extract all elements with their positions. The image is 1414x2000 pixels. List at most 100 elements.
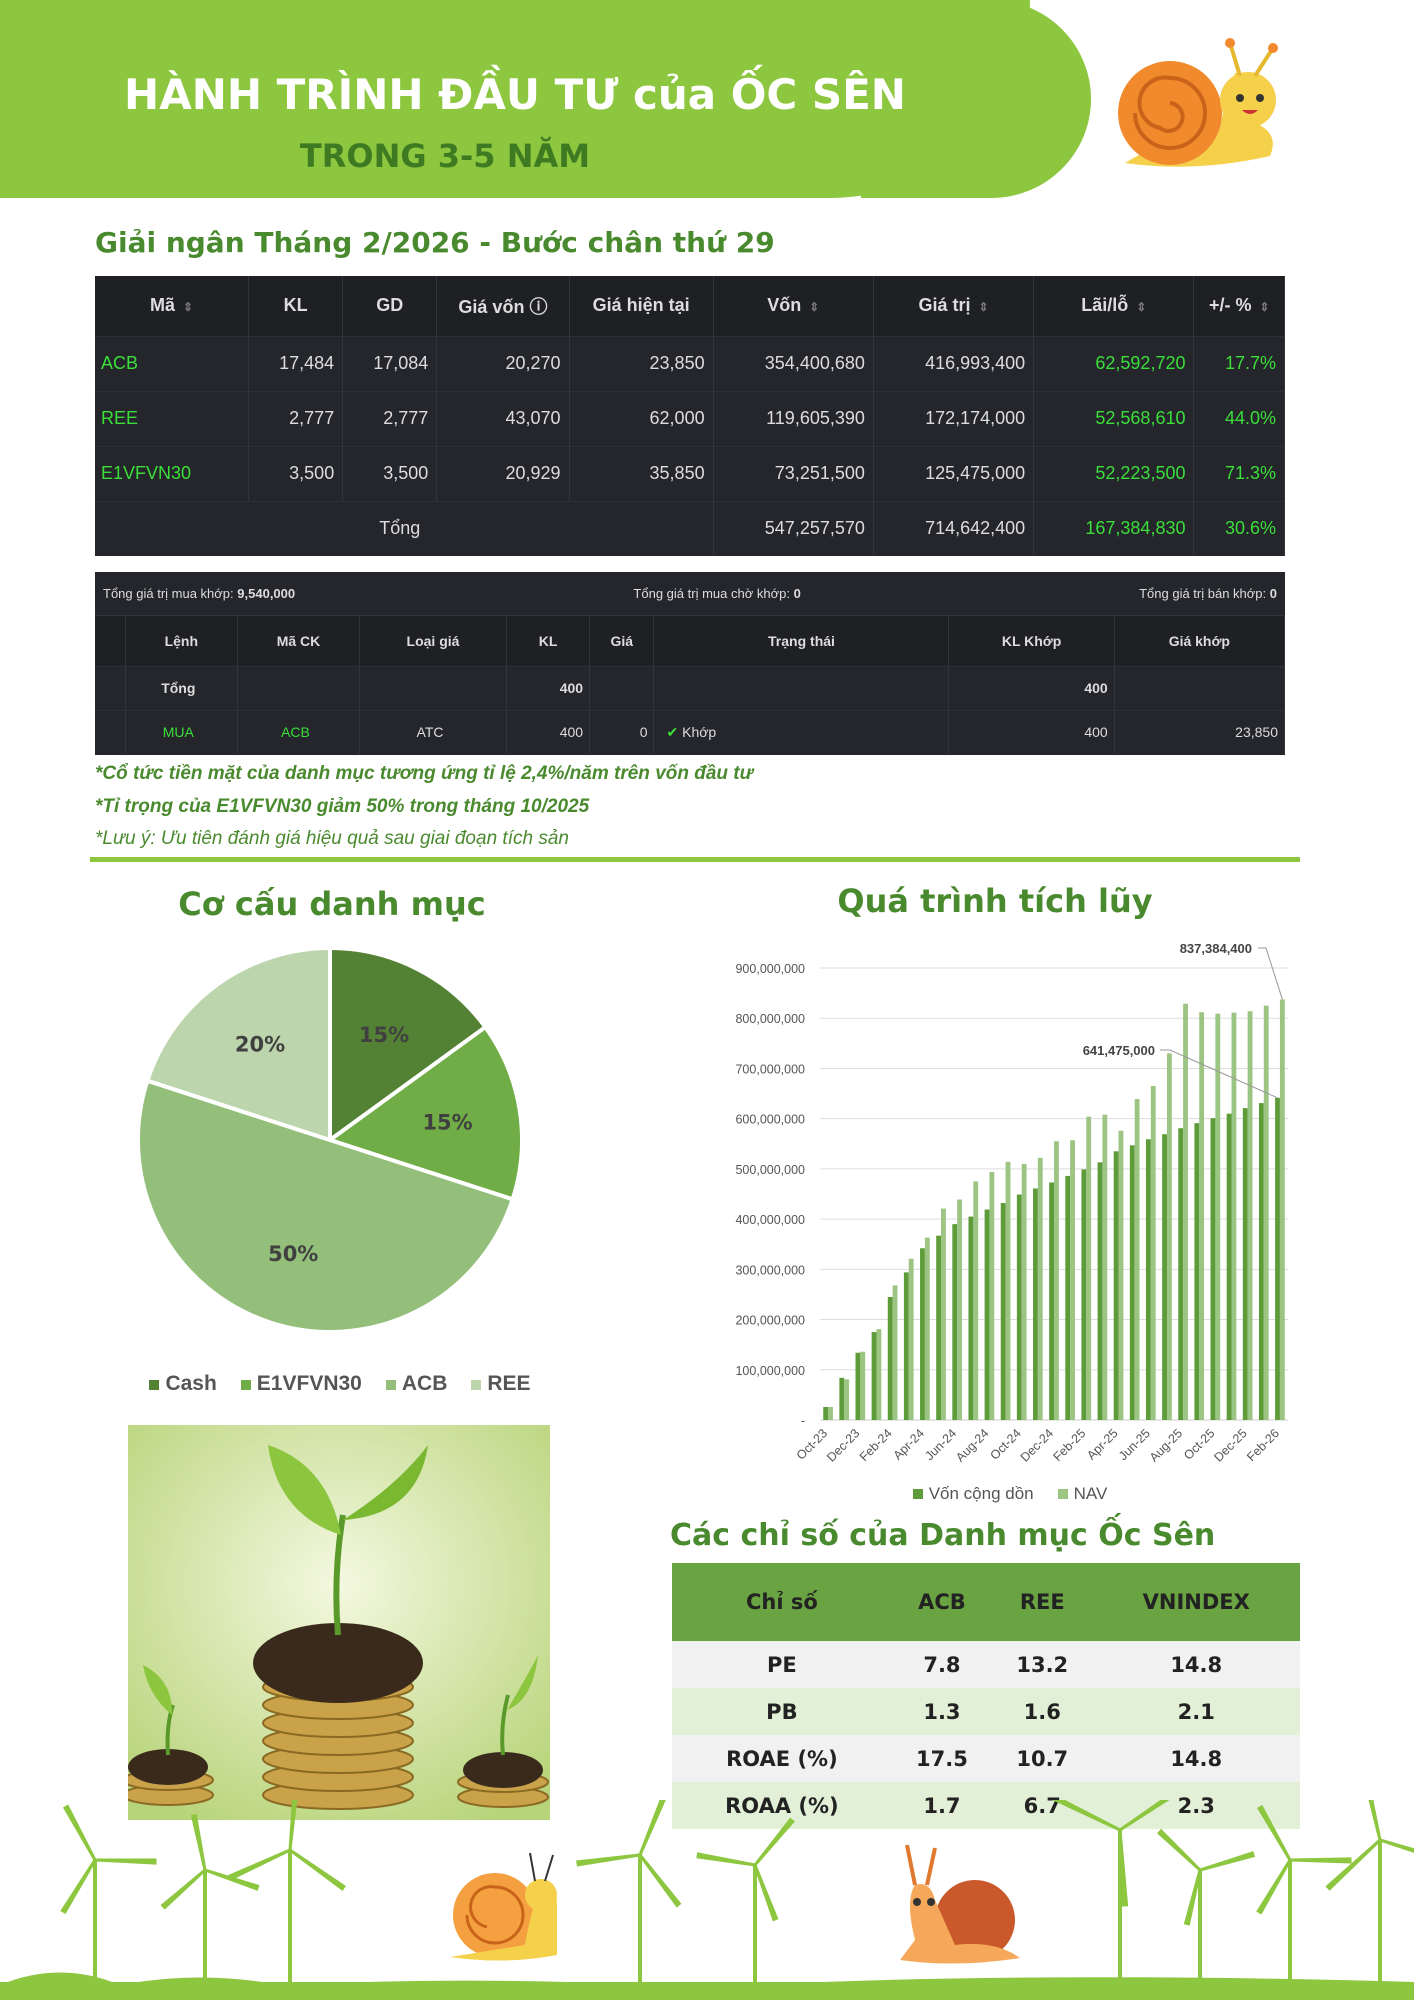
- windmill-blade: [576, 1853, 641, 1867]
- nav-bar-Jul-25: [1166, 1053, 1172, 1420]
- snail-mascot-icon: [1118, 38, 1278, 167]
- col-lai-lo[interactable]: Lãi/lỗ ⇕: [1033, 276, 1195, 336]
- cell: REE: [95, 390, 250, 446]
- windmill-blade: [1325, 1838, 1382, 1891]
- orders-panel: Tổng giá trị mua khớp: 9,540,000 Tổng gi…: [95, 572, 1286, 755]
- von-bar-Oct-23: [823, 1406, 829, 1420]
- pie-slice-e1vfvn30: [325, 1024, 524, 1202]
- disbursement-title: Giải ngân Tháng 2/2026 - Bước chân thứ 2…: [95, 226, 775, 259]
- page-title: HÀNH TRÌNH ĐẦU TƯ của ỐC SÊN: [124, 70, 906, 119]
- cell: ROAE (%): [672, 1735, 892, 1782]
- col-ma-ck: Mã CK: [237, 616, 360, 666]
- cell: 23,850: [569, 335, 714, 391]
- sort-icon[interactable]: ⇕: [183, 300, 194, 315]
- sort-icon[interactable]: ⇕: [809, 300, 820, 315]
- x-tick-label: Oct-24: [987, 1426, 1023, 1462]
- nav-bar-Mar-24: [908, 1258, 914, 1420]
- legend-swatch: [149, 1380, 160, 1390]
- order-symbol: ACB: [237, 709, 360, 754]
- nav-bar-Oct-25: [1215, 1013, 1221, 1420]
- von-bar-Feb-26: [1275, 1097, 1280, 1420]
- total-von: 547,257,570: [713, 500, 874, 556]
- y-tick-label: 600,000,000: [735, 1113, 805, 1127]
- cell: 3,500: [342, 445, 438, 501]
- total-kl-khop: 400: [948, 665, 1115, 710]
- portfolio-table: Mã ⇕ KL GD Giá vốn ⓘ Giá hiện tại Vốn ⇕ Gi…: [95, 276, 1285, 556]
- total-buy-matched: Tổng giá trị mua khớp: 9,540,000: [103, 586, 296, 601]
- order-side: MUA: [125, 709, 239, 754]
- x-tick-label: Feb-26: [1244, 1426, 1282, 1464]
- von-bar-Feb-24: [887, 1296, 893, 1420]
- order-row[interactable]: MUA ACB ATC 400 0 ✔ Khớp 400 23,850: [95, 709, 1286, 754]
- nav-bar-Dec-25: [1247, 1011, 1253, 1420]
- cell: 119,605,390: [713, 390, 874, 446]
- col-ma[interactable]: Mã ⇕: [95, 276, 250, 336]
- nav-bar-Jul-24: [973, 1181, 979, 1420]
- windmill-blade: [1052, 1800, 1121, 1832]
- holding-row[interactable]: E1VFVN30 3,500 3,500 20,929 35,850 73,251,500…: [95, 445, 1285, 501]
- cell: 10.7: [992, 1735, 1093, 1782]
- windmill-blade: [1379, 1838, 1414, 1853]
- cell: 2,777: [342, 390, 438, 446]
- total-label: Tổng: [125, 665, 239, 710]
- von-bar-May-25: [1129, 1145, 1135, 1420]
- sort-icon[interactable]: ⇕: [978, 300, 989, 315]
- annotation-nav: 837,384,400: [1180, 941, 1252, 956]
- von-bar-Dec-24: [1049, 1182, 1054, 1420]
- nav-bar-Feb-26: [1279, 999, 1285, 1420]
- nav-bar-Nov-24: [1037, 1157, 1043, 1420]
- col-kl-khop: KL Khớp: [948, 616, 1115, 666]
- windmill-blade: [1289, 1857, 1352, 1864]
- nav-bar-Dec-23: [860, 1351, 866, 1420]
- legend-swatch: [1057, 1489, 1068, 1499]
- von-bar-Nov-23: [839, 1377, 845, 1420]
- cell: 1.3: [891, 1688, 993, 1735]
- cell: 2.1: [1092, 1688, 1300, 1735]
- nav-bar-Aug-24: [989, 1171, 995, 1420]
- legend-item: NAV: [1057, 1484, 1107, 1504]
- page-subtitle: TRONG 3-5 NĂM: [299, 137, 591, 175]
- cell: 14.8: [1092, 1641, 1300, 1688]
- windmill-tower: [288, 1850, 292, 2000]
- nav-bar-May-24: [941, 1208, 946, 1420]
- pie-data-label: 50%: [268, 1242, 318, 1266]
- y-tick-label: 200,000,000: [735, 1314, 805, 1328]
- accumulation-bar-chart: - 100,000,000 200,000,000 300,000,000 400,00…: [735, 941, 1288, 1465]
- holding-row[interactable]: ACB 17,484 17,084 20,270 23,850 354,400,680 41…: [95, 335, 1285, 391]
- total-gia-tri: 714,642,400: [873, 500, 1035, 556]
- windmill-blade: [1199, 1851, 1256, 1872]
- order-kl: 400: [506, 709, 591, 754]
- x-tick-label: Apr-24: [891, 1426, 927, 1462]
- legend-item: E1VFVN30: [240, 1372, 362, 1396]
- col-von[interactable]: Vốn ⇕: [713, 276, 874, 336]
- col-pct[interactable]: +/- % ⇕: [1193, 276, 1285, 336]
- cell: 17.7%: [1193, 335, 1285, 391]
- cell: 71.3%: [1193, 445, 1285, 501]
- windmill-blade: [1368, 1800, 1382, 1841]
- x-tick-label: Oct-25: [1181, 1426, 1217, 1462]
- x-tick-label: Dec-25: [1211, 1426, 1249, 1464]
- x-tick-label: Dec-23: [824, 1426, 862, 1464]
- x-tick-label: Jun-25: [1116, 1426, 1153, 1463]
- note-weight: *Tỉ trọng của E1VFVN30 giảm 50% trong th…: [95, 796, 590, 817]
- nav-bar-Dec-24: [1054, 1141, 1059, 1420]
- col-gd: GD: [342, 276, 438, 336]
- col-gia-tri[interactable]: Giá trị ⇕: [873, 276, 1035, 336]
- plant-coins-image: [128, 1425, 550, 1820]
- info-icon[interactable]: ⓘ: [529, 296, 548, 317]
- sort-icon[interactable]: ⇕: [1136, 300, 1147, 315]
- col-acb: ACB: [891, 1563, 993, 1641]
- legend-item: ACB: [385, 1372, 447, 1396]
- nav-bar-May-25: [1134, 1099, 1140, 1420]
- holding-row[interactable]: REE 2,777 2,777 43,070 62,000 119,605,390 172,…: [95, 390, 1285, 446]
- note-caution: *Lưu ý: Ưu tiên đánh giá hiệu quả sau gi…: [95, 828, 569, 849]
- order-status: ✔ Khớp: [653, 709, 950, 754]
- snail-mascot-icon: [450, 1852, 557, 1961]
- cell: 3,500: [248, 445, 344, 501]
- snail-mascot-icon: [900, 1844, 1020, 1964]
- sort-icon[interactable]: ⇕: [1259, 300, 1270, 315]
- windmill-blade: [60, 1859, 97, 1915]
- windmill-blade: [94, 1858, 157, 1865]
- x-tick-label: Aug-24: [953, 1426, 991, 1464]
- cell: 14.8: [1092, 1735, 1300, 1782]
